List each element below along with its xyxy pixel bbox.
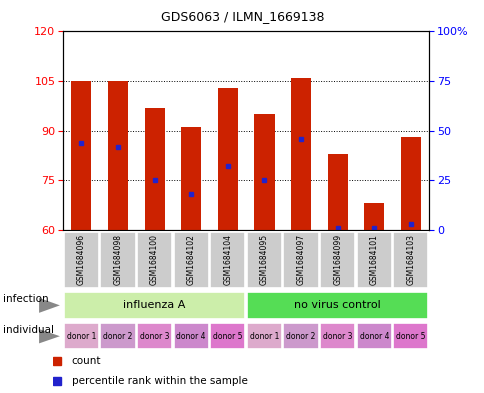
Text: donor 2: donor 2: [103, 332, 133, 341]
Text: donor 5: donor 5: [395, 332, 425, 341]
Text: GSM1684104: GSM1684104: [223, 234, 232, 285]
Bar: [254, 114, 274, 230]
Text: count: count: [72, 356, 101, 366]
Bar: [246, 232, 281, 288]
Text: donor 5: donor 5: [212, 332, 242, 341]
Bar: [327, 154, 347, 230]
Bar: [393, 232, 427, 288]
Bar: [290, 78, 311, 230]
Bar: [173, 323, 208, 349]
Text: GSM1684103: GSM1684103: [406, 234, 415, 285]
Text: donor 3: donor 3: [139, 332, 169, 341]
Text: donor 1: donor 1: [66, 332, 96, 341]
Bar: [137, 323, 172, 349]
Polygon shape: [39, 298, 60, 313]
Bar: [319, 232, 354, 288]
Bar: [100, 232, 135, 288]
Bar: [356, 323, 391, 349]
Bar: [400, 137, 420, 230]
Text: GSM1684096: GSM1684096: [76, 234, 86, 285]
Text: influenza A: influenza A: [123, 300, 185, 310]
Bar: [283, 323, 318, 349]
Bar: [71, 81, 91, 230]
Bar: [181, 127, 201, 230]
Bar: [107, 81, 128, 230]
Bar: [137, 232, 172, 288]
Text: donor 1: donor 1: [249, 332, 279, 341]
Text: donor 3: donor 3: [322, 332, 352, 341]
Text: donor 2: donor 2: [286, 332, 315, 341]
Text: GSM1684098: GSM1684098: [113, 234, 122, 285]
Text: GSM1684102: GSM1684102: [186, 234, 196, 285]
Bar: [210, 232, 245, 288]
Text: donor 4: donor 4: [176, 332, 206, 341]
Text: donor 4: donor 4: [359, 332, 388, 341]
Text: individual: individual: [3, 325, 54, 335]
Bar: [217, 88, 238, 230]
Text: GDS6063 / ILMN_1669138: GDS6063 / ILMN_1669138: [160, 10, 324, 23]
Bar: [283, 232, 318, 288]
Bar: [64, 323, 99, 349]
Bar: [173, 232, 208, 288]
Text: percentile rank within the sample: percentile rank within the sample: [72, 376, 247, 386]
Bar: [393, 323, 427, 349]
Text: no virus control: no virus control: [294, 300, 380, 310]
Bar: [246, 323, 281, 349]
Bar: [100, 323, 135, 349]
Bar: [246, 292, 427, 319]
Bar: [64, 232, 99, 288]
Polygon shape: [39, 329, 60, 343]
Text: GSM1684101: GSM1684101: [369, 234, 378, 285]
Bar: [144, 108, 165, 230]
Bar: [64, 292, 245, 319]
Text: GSM1684095: GSM1684095: [259, 234, 269, 285]
Bar: [363, 204, 384, 230]
Bar: [319, 323, 354, 349]
Text: infection: infection: [3, 294, 49, 304]
Text: GSM1684100: GSM1684100: [150, 234, 159, 285]
Text: GSM1684099: GSM1684099: [333, 234, 342, 285]
Text: GSM1684097: GSM1684097: [296, 234, 305, 285]
Bar: [356, 232, 391, 288]
Bar: [210, 323, 245, 349]
